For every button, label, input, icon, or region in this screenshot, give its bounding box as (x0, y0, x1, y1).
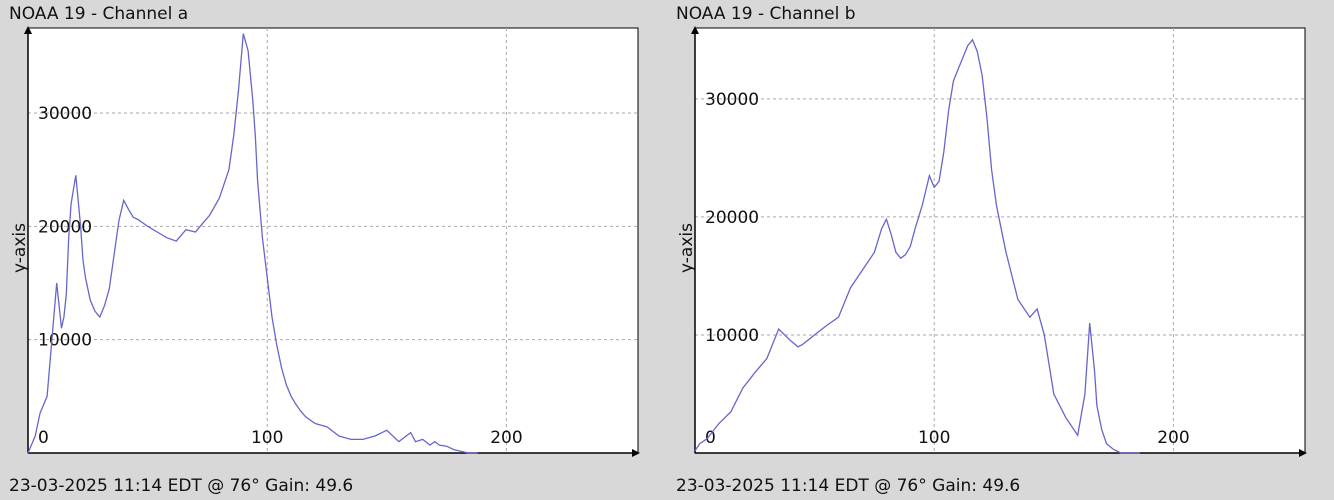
x-tick-label: 200 (490, 428, 522, 448)
y-tick-label: 30000 (705, 90, 759, 110)
y-tick-label: 20000 (38, 217, 92, 237)
x-axis-arrow (632, 449, 640, 457)
x-tick-label: 100 (918, 428, 950, 448)
channel-b-panel: NOAA 19 - Channel b 10000 20000 30000 0 100 2… (667, 0, 1327, 500)
channel-a-chart: 10000 20000 30000 0 100 200 (24, 26, 640, 457)
timestamp-footer: 23-03-2025 11:14 EDT @ 76° Gain: 49.6 (676, 476, 1021, 496)
y-axis-label: y-axis (677, 223, 697, 273)
y-axis-arrow (24, 26, 32, 34)
channel-a-panel: NOAA 19 - Channel a 10000 20000 30000 0 100 2… (0, 0, 660, 500)
x-axis-arrow (1299, 449, 1307, 457)
x-tick-label: 0 (38, 428, 49, 448)
timestamp-footer: 23-03-2025 11:14 EDT @ 76° Gain: 49.6 (9, 476, 354, 496)
channel-b-chart: 10000 20000 30000 0 100 200 (691, 26, 1307, 457)
y-tick-label: 20000 (705, 208, 759, 228)
histogram-line (27, 33, 478, 454)
y-tick-label: 30000 (38, 104, 92, 124)
plot-area (694, 27, 1306, 454)
histogram-line (694, 38, 1140, 454)
y-tick-label: 10000 (38, 331, 92, 351)
plot-area (27, 27, 639, 454)
chart-title: NOAA 19 - Channel a (9, 4, 189, 24)
y-axis-label: y-axis (10, 223, 30, 273)
x-tick-label: 0 (705, 428, 716, 448)
y-axis-arrow (691, 26, 699, 34)
chart-title: NOAA 19 - Channel b (676, 4, 856, 24)
x-tick-label: 100 (251, 428, 283, 448)
x-tick-label: 200 (1157, 428, 1189, 448)
y-tick-label: 10000 (705, 326, 759, 346)
